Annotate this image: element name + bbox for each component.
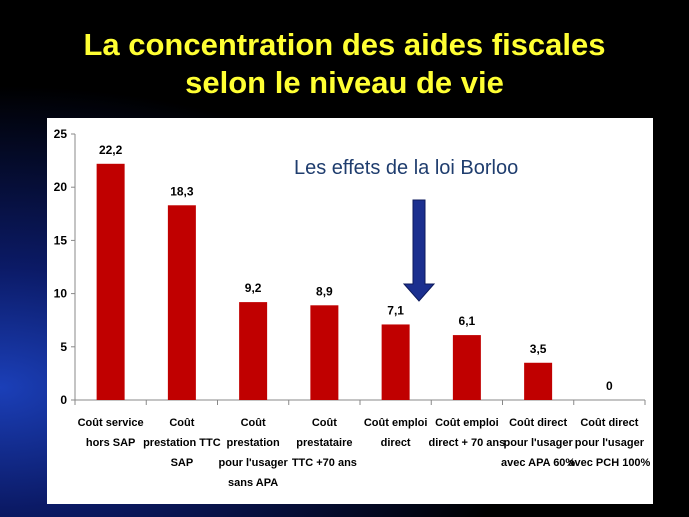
data-label: 0 xyxy=(606,379,613,393)
y-tick-label: 10 xyxy=(54,287,68,301)
category-label-line: sans APA xyxy=(228,477,278,489)
y-tick-label: 0 xyxy=(60,393,67,407)
category-label: Coût prestation TTC SAP xyxy=(143,417,221,469)
category-label-line: prestation xyxy=(227,437,280,449)
y-tick-label: 20 xyxy=(54,180,68,194)
data-label: 7,1 xyxy=(387,303,404,317)
category-label-line: TTC +70 ans xyxy=(292,457,357,469)
title-line-1: La concentration des aides fiscales xyxy=(83,27,606,62)
category-label-line: pour l'usager xyxy=(219,457,289,469)
category-label: Coût emploi direct + 70 ans xyxy=(429,417,506,449)
data-label: 22,2 xyxy=(99,143,123,157)
category-label-line: prestation TTC xyxy=(143,437,221,449)
category-label-line: Coût xyxy=(312,417,337,429)
y-tick-label: 5 xyxy=(60,340,67,354)
down-arrow-icon xyxy=(402,199,436,302)
bar xyxy=(96,163,125,400)
data-label: 9,2 xyxy=(245,281,262,295)
y-tick-label: 15 xyxy=(54,233,68,247)
bar xyxy=(310,305,339,400)
category-label: Coût prestataire TTC +70 ans xyxy=(292,417,357,469)
category-label-line: prestataire xyxy=(296,437,352,449)
category-label: Coût direct pour l'usager avec APA 60% xyxy=(501,417,575,469)
y-tick-label: 25 xyxy=(54,127,68,141)
bar xyxy=(167,205,196,400)
category-label-line: pour l'usager xyxy=(575,437,645,449)
slide-title: La concentration des aides fiscales selo… xyxy=(0,26,689,102)
category-label-line: pour l'usager xyxy=(504,437,574,449)
category-label-line: Coût direct xyxy=(580,417,638,429)
bar xyxy=(452,335,481,400)
category-label: Coût emploi direct xyxy=(364,417,428,449)
title-line-2: selon le niveau de vie xyxy=(185,65,504,100)
bar xyxy=(524,362,553,400)
data-label: 8,9 xyxy=(316,284,333,298)
category-label-line: Coût emploi xyxy=(364,417,428,429)
category-label: Coût service hors SAP xyxy=(78,417,144,449)
category-label-line: hors SAP xyxy=(86,437,136,449)
category-label: Coût prestation pour l'usager sans APA xyxy=(219,417,289,489)
chart-annotation: Les effets de la loi Borloo xyxy=(294,157,519,179)
data-label: 18,3 xyxy=(170,184,194,198)
category-label-line: SAP xyxy=(171,457,194,469)
bar xyxy=(239,302,268,400)
bar-chart: 0 5 10 15 20 25 22,2 Coût service hors SAP 18,3 Co… xyxy=(54,127,651,489)
category-label: Coût direct pour l'usager avec PCH 100% xyxy=(568,417,650,469)
category-label-line: Coût emploi xyxy=(435,417,499,429)
bar xyxy=(381,324,410,400)
category-label-line: Coût xyxy=(169,417,194,429)
category-label-line: avec APA 60% xyxy=(501,457,575,469)
category-label-line: direct xyxy=(381,437,411,449)
category-label-line: direct + 70 ans xyxy=(429,437,506,449)
data-label: 3,5 xyxy=(530,342,547,356)
category-label-line: avec PCH 100% xyxy=(568,457,650,469)
category-label-line: Coût xyxy=(241,417,266,429)
category-label-line: Coût direct xyxy=(509,417,567,429)
category-label-line: Coût service xyxy=(78,417,144,429)
data-label: 6,1 xyxy=(459,314,476,328)
chart-panel: 0 5 10 15 20 25 22,2 Coût service hors SAP 18,3 Co… xyxy=(47,118,653,504)
